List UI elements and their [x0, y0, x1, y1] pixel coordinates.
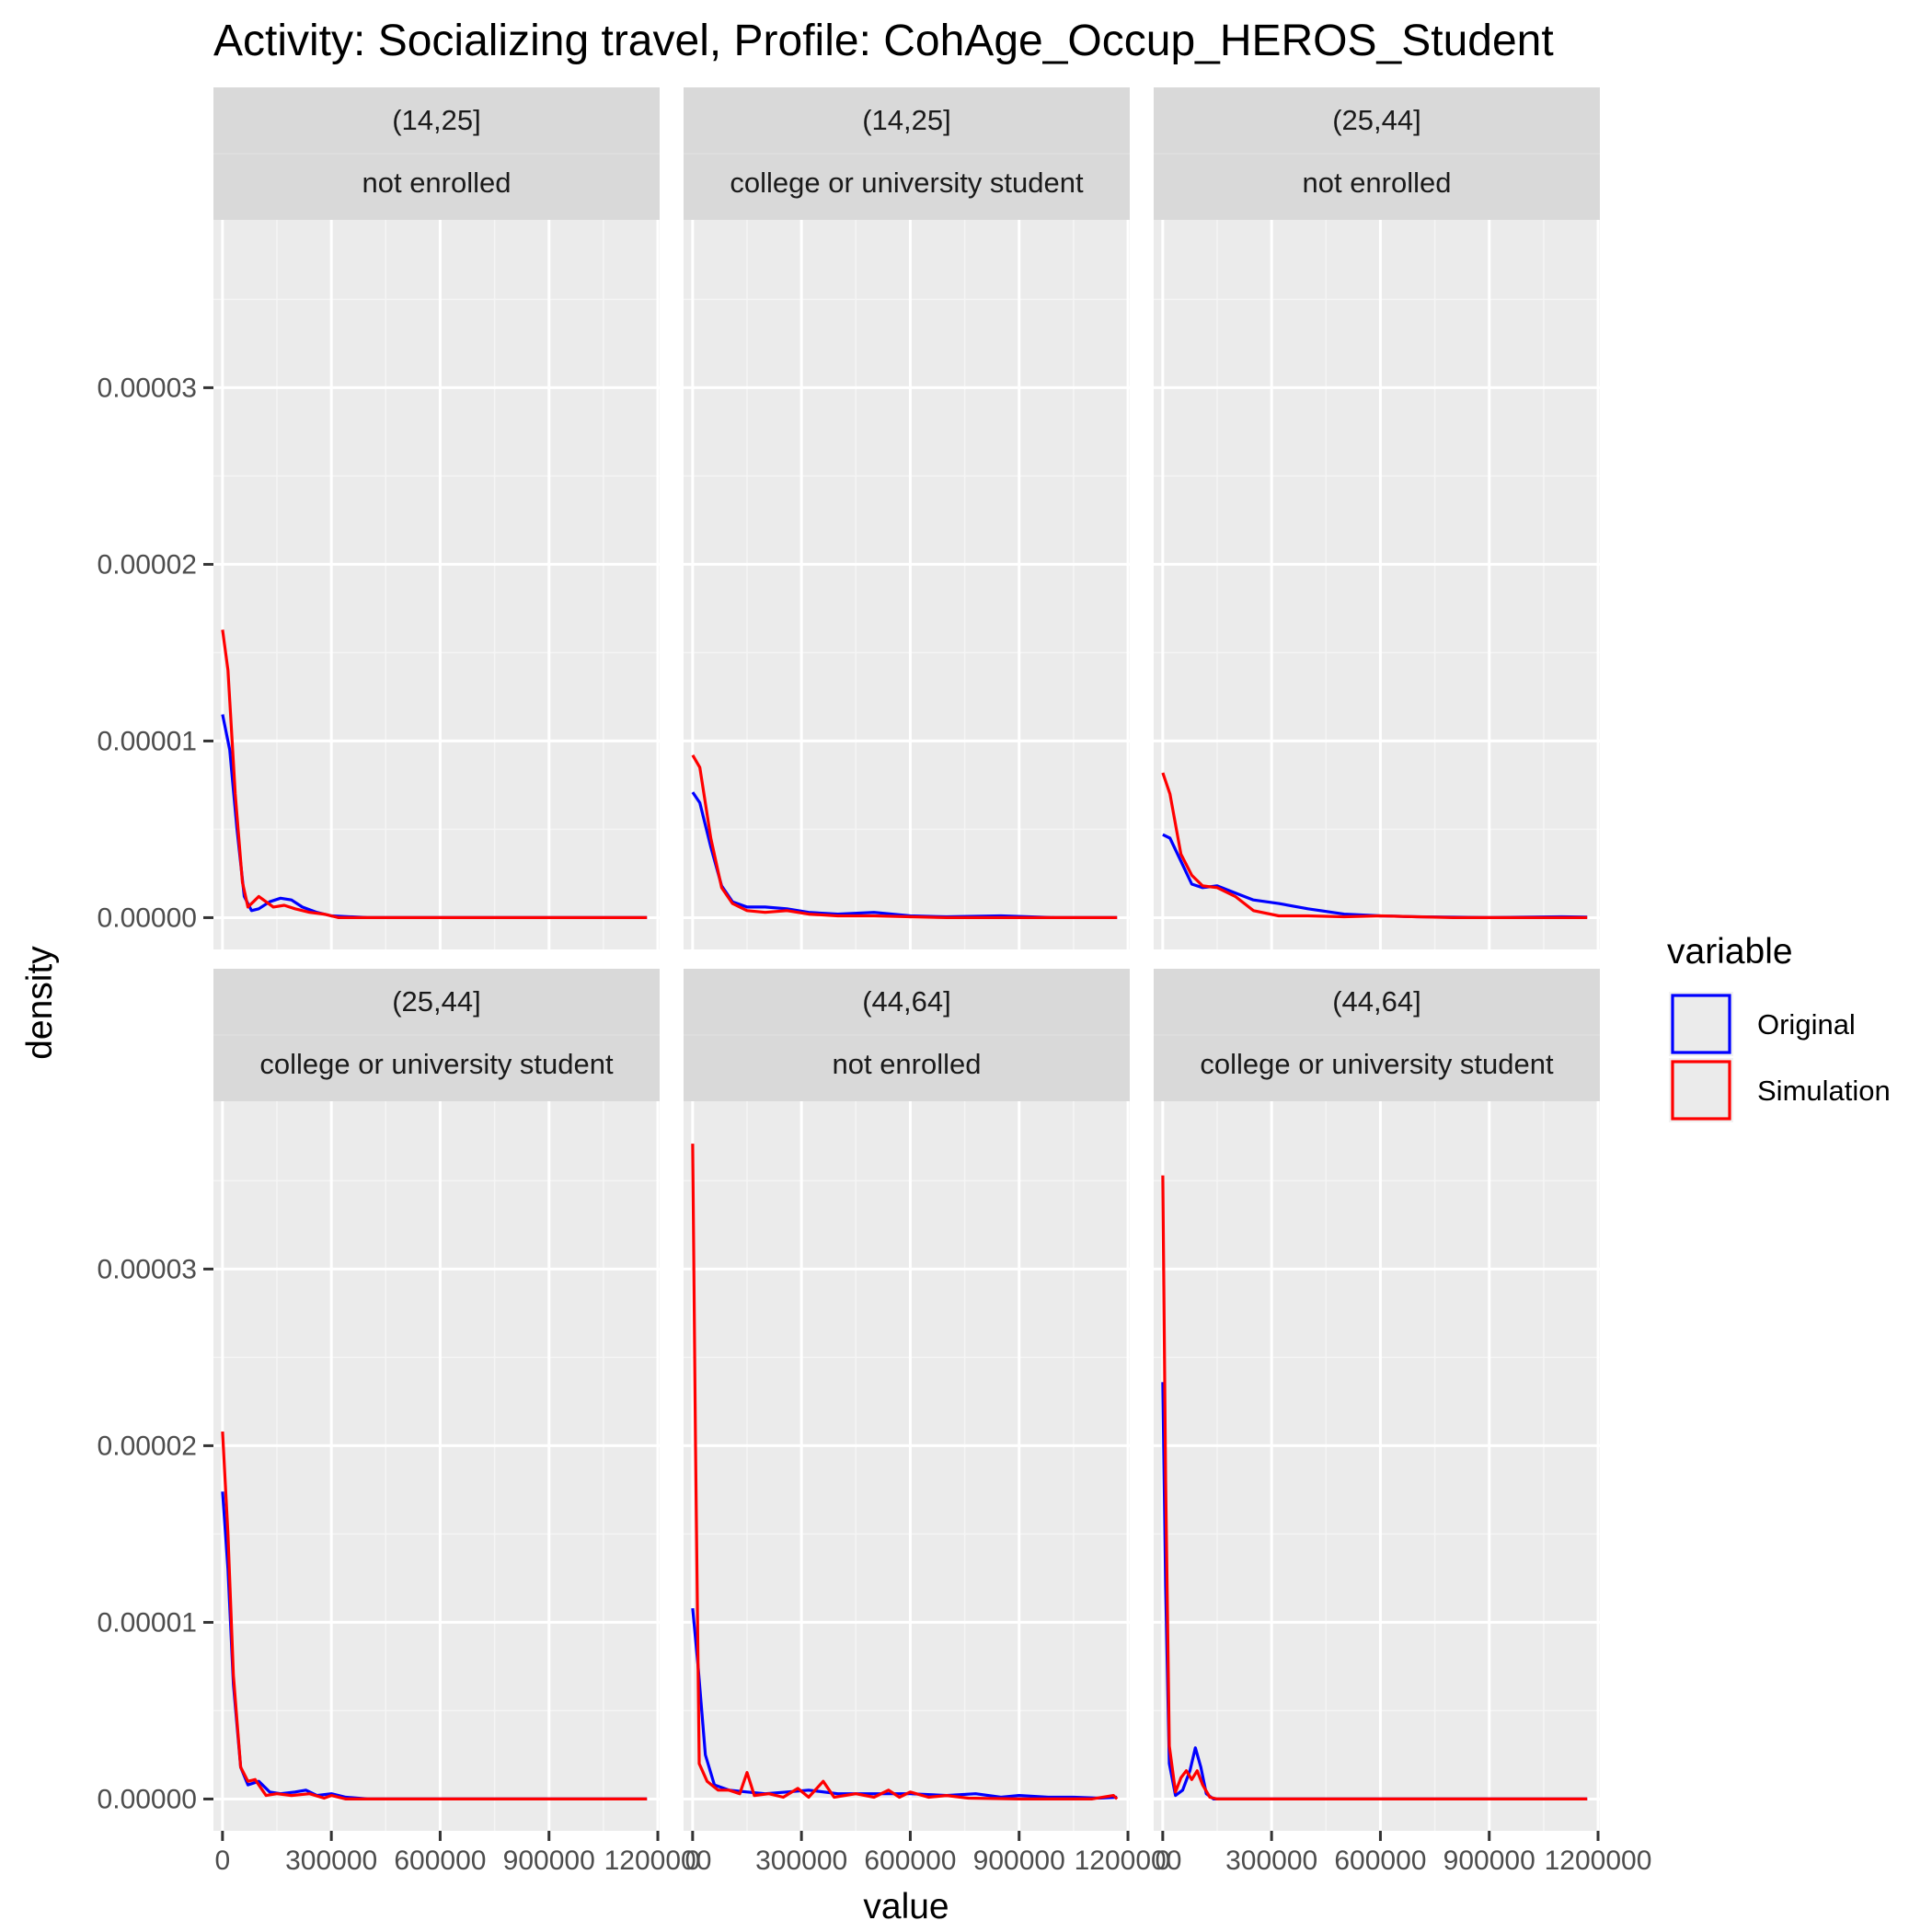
facet-panel-1: (14,25] not enrolled 0.00000 0.00001 0.00002… — [98, 87, 660, 949]
y-tick-label: 0.00002 — [98, 1431, 197, 1461]
series-line-simulation — [691, 753, 1118, 919]
strip-label: not enrolled — [1302, 167, 1451, 199]
series-line-simulation — [221, 629, 648, 919]
plot-background — [684, 1101, 1130, 1831]
legend-swatch — [1671, 994, 1731, 1054]
y-tick-label: 0.00002 — [98, 549, 197, 580]
legend-label: Simulation — [1757, 1075, 1891, 1107]
x-tick-label: 900000 — [503, 1846, 595, 1876]
x-tick-label: 300000 — [285, 1846, 377, 1876]
x-tick-label: 300000 — [1225, 1846, 1317, 1876]
y-tick-label: 0.00003 — [98, 373, 197, 403]
plot-background — [1154, 1101, 1600, 1831]
x-tick-label: 900000 — [1443, 1846, 1535, 1876]
x-tick-label: 1200000 — [1075, 1846, 1182, 1876]
y-axis-title: density — [20, 946, 60, 1060]
strip-label: (14,25] — [392, 104, 481, 136]
strip-label: college or university student — [730, 167, 1084, 199]
strip-label: (25,44] — [1332, 104, 1421, 136]
plot-background — [213, 220, 660, 949]
legend-entry-original: Original — [1669, 992, 1856, 1056]
y-tick-label: 0.00000 — [98, 1784, 197, 1814]
x-tick-label: 600000 — [864, 1846, 956, 1876]
series-line-simulation — [221, 1432, 648, 1800]
legend-title: variable — [1667, 932, 1793, 972]
strip-label: college or university student — [1200, 1048, 1554, 1080]
legend-swatch — [1671, 1060, 1731, 1121]
x-axis-title: value — [863, 1887, 949, 1926]
x-tick-label: 600000 — [394, 1846, 486, 1876]
y-tick-label: 0.00003 — [98, 1254, 197, 1284]
facet-panel-4: (25,44] college or university student 0.00… — [98, 969, 712, 1876]
strip-label: (25,44] — [392, 985, 481, 1018]
y-tick-label: 0.00001 — [98, 1607, 197, 1638]
x-tick-label: 0 — [1156, 1846, 1171, 1876]
legend: variable Original Simulation — [1667, 932, 1891, 1122]
strip-label: (44,64] — [862, 985, 951, 1018]
x-tick-label: 900000 — [973, 1846, 1065, 1876]
y-tick-label: 0.00000 — [98, 903, 197, 933]
y-tick-label: 0.00001 — [98, 726, 197, 756]
x-tick-label: 600000 — [1334, 1846, 1426, 1876]
x-tick-label: 0 — [215, 1846, 231, 1876]
strip-label: not enrolled — [832, 1048, 981, 1080]
series-line-simulation — [1161, 772, 1588, 919]
strip-label: (14,25] — [862, 104, 951, 136]
facet-panels: (14,25] not enrolled 0.00000 0.00001 0.00002… — [98, 87, 1651, 1876]
plot-background — [1154, 220, 1600, 949]
chart-title: Activity: Socializing travel, Profile: C… — [213, 17, 1554, 65]
plot-background — [684, 220, 1130, 949]
x-tick-label: 1200000 — [604, 1846, 712, 1876]
series-line-simulation — [1161, 1175, 1588, 1800]
facet-panel-6: (44,64] college or university student 0 300… — [1154, 969, 1651, 1876]
facet-panel-5: (44,64] not enrolled 0 300000 600000 900000 12… — [684, 969, 1181, 1876]
legend-label: Original — [1757, 1008, 1856, 1041]
legend-entry-simulation: Simulation — [1669, 1058, 1891, 1122]
x-tick-label: 1200000 — [1545, 1846, 1652, 1876]
facet-panel-3: (25,44] not enrolled — [1154, 87, 1600, 949]
x-tick-label: 0 — [685, 1846, 701, 1876]
plot-background — [213, 1101, 660, 1831]
x-tick-label: 300000 — [755, 1846, 847, 1876]
strip-label: college or university student — [259, 1048, 614, 1080]
strip-label: (44,64] — [1332, 985, 1421, 1018]
facet-panel-2: (14,25] college or university student — [684, 87, 1130, 949]
series-line-simulation — [691, 1144, 1119, 1800]
strip-label: not enrolled — [362, 167, 511, 199]
